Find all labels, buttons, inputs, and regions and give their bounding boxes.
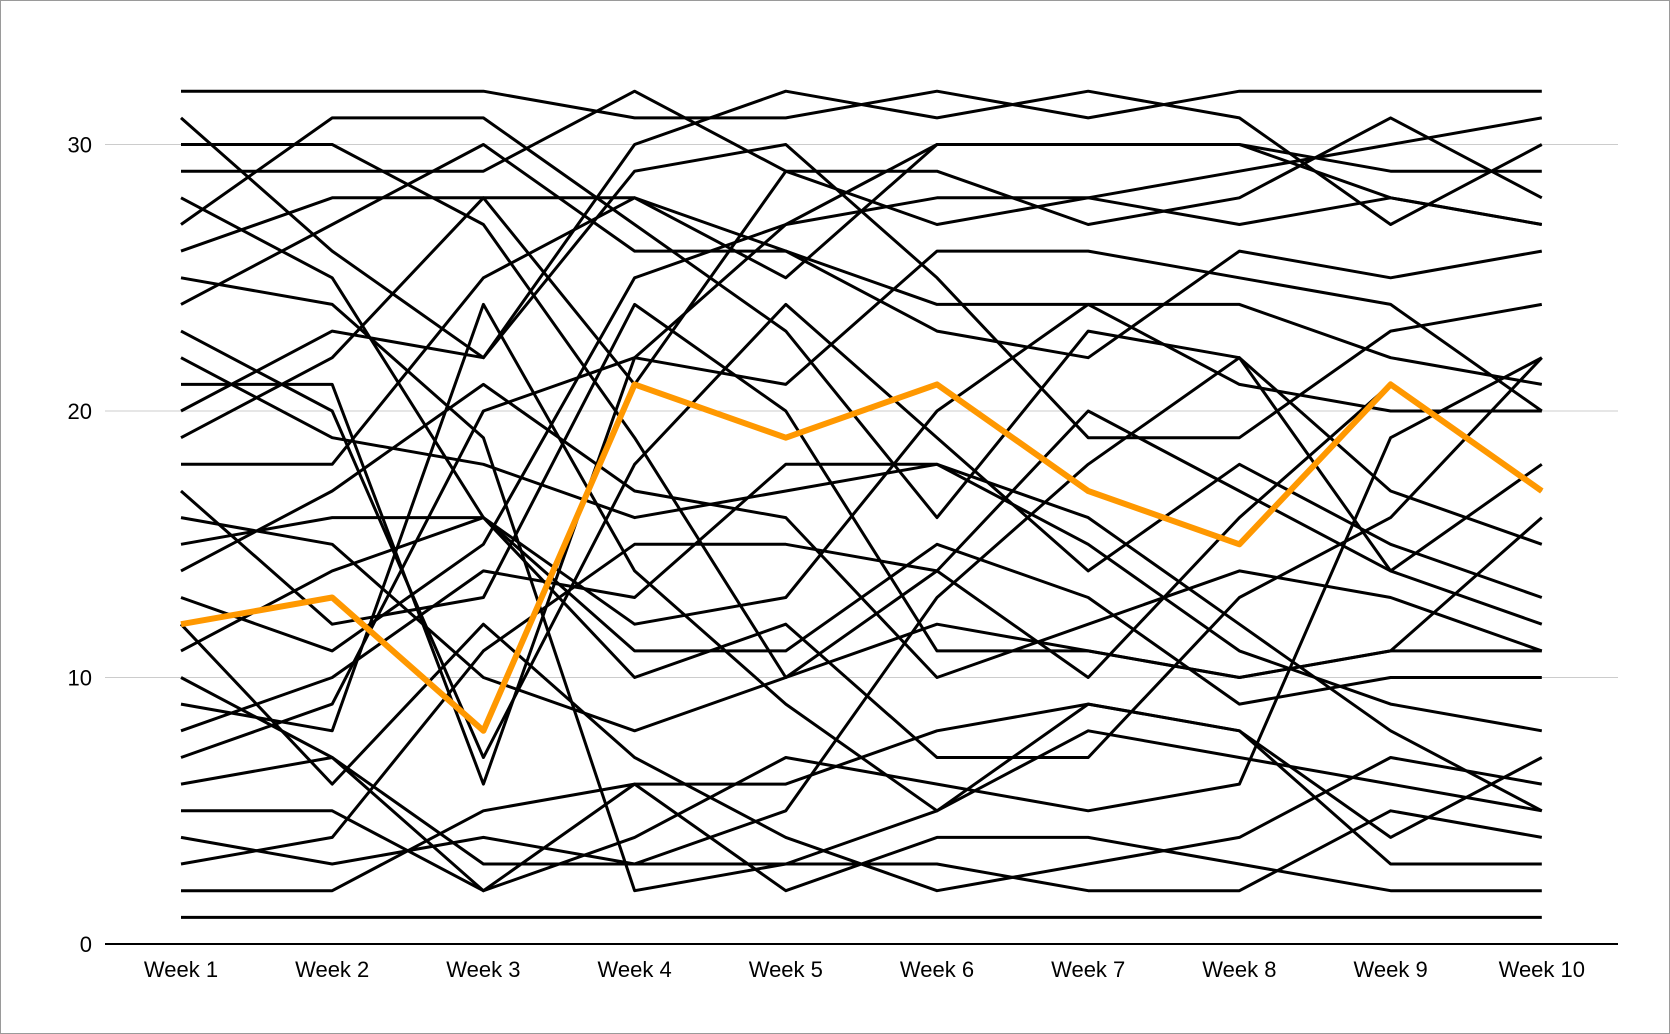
highlighted-series-line <box>180 381 1544 734</box>
x-tick-label: Week 8 <box>1202 957 1276 982</box>
series-line-16 <box>181 143 1543 466</box>
x-tick-label: Week 5 <box>749 957 823 982</box>
series-line-6 <box>180 196 1543 759</box>
x-tick-label: Week 10 <box>1499 957 1585 982</box>
y-tick-labels: 0 10 20 30 <box>68 133 92 958</box>
series-line-5 <box>181 89 1543 226</box>
series-line-28 <box>180 756 1543 893</box>
series-line-21 <box>180 196 1543 653</box>
series-line-18 <box>180 409 1543 733</box>
series-line-25 <box>180 302 1543 813</box>
series-line-13 <box>181 143 1542 786</box>
y-tick-label: 30 <box>68 133 92 158</box>
series-line-8 <box>180 116 1543 386</box>
x-tick-labels: Week 1 Week 2 Week 3 Week 4 Week 5 Week 6 Week… <box>144 957 1585 982</box>
series-line-23 <box>180 516 1542 706</box>
x-tick-label: Week 1 <box>144 957 218 982</box>
series-line-32 <box>181 782 1542 893</box>
series-line-15 <box>180 196 1543 440</box>
y-tick-label: 10 <box>68 666 92 691</box>
series-line-30 <box>180 356 1543 866</box>
series-layer <box>179 89 1544 919</box>
x-tick-label: Week 6 <box>900 957 974 982</box>
series-line-27 <box>180 249 1543 759</box>
x-tick-label: Week 2 <box>295 957 369 982</box>
series-line-10 <box>180 143 1542 413</box>
y-tick-label: 0 <box>80 932 92 957</box>
y-tick-label: 20 <box>68 399 92 424</box>
series-line-31 <box>180 382 1543 866</box>
x-tick-label: Week 9 <box>1354 957 1428 982</box>
x-tick-label: Week 3 <box>446 957 520 982</box>
series-line-26 <box>180 462 1543 813</box>
x-tick-label: Week 7 <box>1051 957 1125 982</box>
x-tick-label: Week 4 <box>598 957 672 982</box>
